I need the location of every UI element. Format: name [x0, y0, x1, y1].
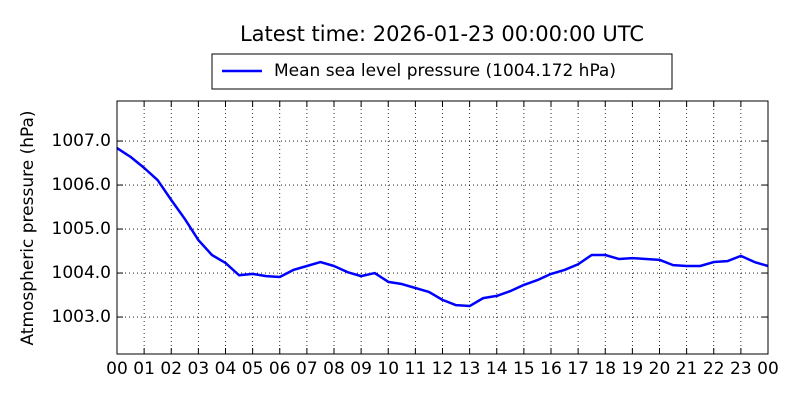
- x-tick-label: 09: [350, 359, 372, 379]
- x-tick-label: 13: [459, 359, 481, 379]
- y-axis-label: Atmospheric pressure (hPa): [18, 110, 38, 345]
- x-tick-label: 10: [377, 359, 399, 379]
- x-tick-label: 03: [188, 359, 210, 379]
- x-tick-label: 16: [540, 359, 562, 379]
- legend-label: Mean sea level pressure (1004.172 hPa): [274, 61, 616, 81]
- y-tick-label: 1004.0: [52, 263, 111, 283]
- data-line: [116, 147, 769, 308]
- x-tick-label: 08: [323, 359, 345, 379]
- x-tick-label: 02: [160, 359, 182, 379]
- x-tick-label: 18: [594, 359, 616, 379]
- x-tick-label: 22: [703, 359, 725, 379]
- x-tick-label: 12: [432, 359, 454, 379]
- x-tick-label: 21: [676, 359, 698, 379]
- y-tick-label: 1003.0: [52, 307, 111, 327]
- x-tick-label: 06: [269, 359, 291, 379]
- x-tick-label: 05: [242, 359, 264, 379]
- x-tick-label: 11: [405, 359, 427, 379]
- x-tick-label: 01: [133, 359, 155, 379]
- x-tick-label: 15: [513, 359, 535, 379]
- x-tick-label: 00: [106, 359, 128, 379]
- y-tick-label: 1005.0: [52, 219, 111, 239]
- plot-frame: [116, 100, 769, 355]
- x-tick-label: 07: [296, 359, 318, 379]
- x-tick-label: 04: [215, 359, 237, 379]
- x-tick-label: 19: [622, 359, 644, 379]
- x-tick-label: 23: [730, 359, 752, 379]
- x-tick-label: 17: [567, 359, 589, 379]
- y-tick-label: 1006.0: [52, 175, 111, 195]
- legend-box: [211, 53, 673, 90]
- x-tick-label: 14: [486, 359, 508, 379]
- x-tick-label: 00: [757, 359, 779, 379]
- y-tick-label: 1007.0: [52, 131, 111, 151]
- x-tick-label: 20: [649, 359, 671, 379]
- chart-title: Latest time: 2026-01-23 00:00:00 UTC: [240, 22, 644, 46]
